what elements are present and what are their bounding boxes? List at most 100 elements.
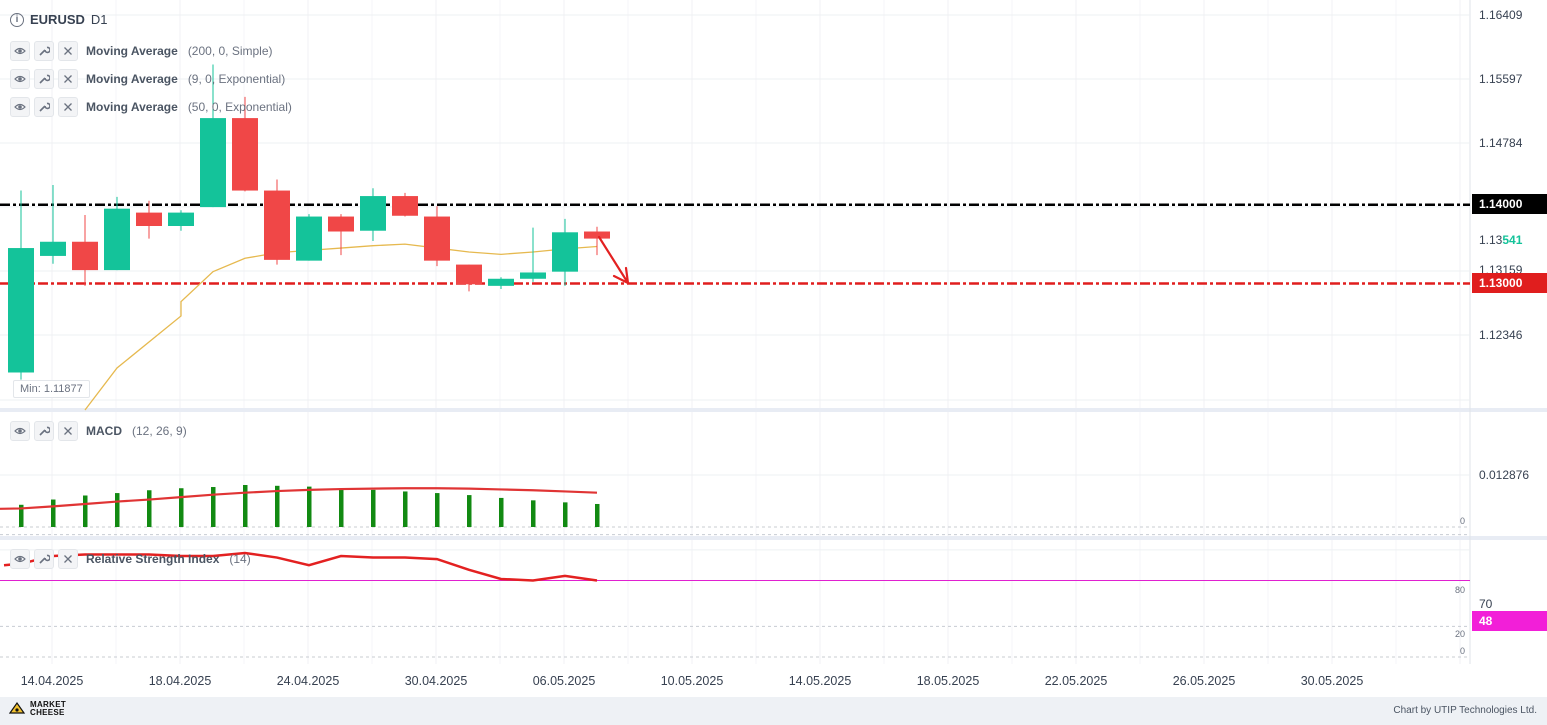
indicator-legend-ma-200: Moving Average (200, 0, Simple) [10, 41, 273, 61]
rsi-tick-80: 80 [1455, 585, 1466, 595]
level-high-badge: 1.14000 [1472, 194, 1547, 214]
indicator-legend-ma-9: Moving Average (9, 0, Exponential) [10, 69, 285, 89]
rsi-current-badge: 48 [1472, 611, 1547, 631]
candle-body [136, 212, 162, 226]
date-tick: 24.04.2025 [276, 674, 340, 688]
close-icon[interactable] [58, 69, 78, 89]
date-tick: 06.05.2025 [532, 674, 596, 688]
price-tick: 1.12346 [1479, 328, 1523, 342]
wrench-icon[interactable] [34, 549, 54, 569]
chart-credit[interactable]: Chart by UTIP Technologies Ltd. [1393, 705, 1537, 716]
date-tick: 22.05.2025 [1044, 674, 1108, 688]
logo-line2: CHEESE [30, 708, 65, 717]
macd-bar [531, 500, 536, 527]
close-icon[interactable] [58, 421, 78, 441]
date-tick: 30.05.2025 [1300, 674, 1364, 688]
candle-body [8, 248, 34, 373]
brand-logo[interactable]: MARKET CHEESE [8, 700, 66, 718]
indicator-name: MACD [86, 424, 122, 438]
indicator-legend-ma-50: Moving Average (50, 0, Exponential) [10, 97, 292, 117]
close-icon[interactable] [58, 97, 78, 117]
candle-body [200, 118, 226, 208]
footer-bar [0, 697, 1547, 725]
macd-bar [467, 495, 472, 527]
date-tick: 18.05.2025 [916, 674, 980, 688]
date-tick: 14.04.2025 [20, 674, 84, 688]
macd-bar [211, 487, 216, 527]
candle-body [392, 196, 418, 216]
wrench-icon[interactable] [34, 421, 54, 441]
candle-body [488, 278, 514, 286]
eye-icon[interactable] [10, 97, 30, 117]
candle-body [72, 241, 98, 271]
info-icon[interactable]: i [10, 12, 24, 27]
date-tick: 30.04.2025 [404, 674, 468, 688]
current-price-suffix: 541 [1502, 233, 1523, 247]
wrench-icon[interactable] [34, 41, 54, 61]
indicator-params: (12, 26, 9) [132, 424, 187, 438]
price-tick: 1.15597 [1479, 72, 1523, 86]
wrench-icon[interactable] [34, 69, 54, 89]
macd-bar [51, 499, 56, 527]
price-tick: 1.16409 [1479, 8, 1523, 22]
macd-bar [563, 502, 568, 527]
candle-body [40, 241, 66, 256]
candle-body [264, 190, 290, 260]
macd-bar [83, 495, 88, 527]
indicator-params: (14) [229, 552, 251, 566]
date-tick: 10.05.2025 [660, 674, 724, 688]
rsi-tick-0: 0 [1460, 646, 1466, 656]
eye-icon[interactable] [10, 549, 30, 569]
eye-icon[interactable] [10, 421, 30, 441]
indicator-name: Moving Average [86, 44, 178, 58]
macd-bar [19, 504, 24, 527]
rsi-line [3, 551, 598, 582]
indicator-name: Moving Average [86, 72, 178, 86]
macd-bar [275, 485, 280, 527]
cheese-logo-icon [8, 701, 26, 714]
close-icon[interactable] [58, 41, 78, 61]
macd-zero-tick: 0 [1460, 516, 1466, 526]
indicator-name: Moving Average [86, 100, 178, 114]
close-icon[interactable] [58, 549, 78, 569]
macd-bar [499, 497, 504, 527]
wrench-icon[interactable] [34, 97, 54, 117]
level-low-badge: 1.13000 [1472, 273, 1547, 293]
candle-body [360, 196, 386, 231]
price-tick: 1.14784 [1479, 136, 1523, 150]
logo-line1: MARKET [30, 700, 67, 709]
rsi-legend: Relative Strength Index (14) [10, 549, 251, 569]
candle-body [296, 216, 322, 261]
indicator-params: (50, 0, Exponential) [187, 100, 292, 114]
date-tick: 14.05.2025 [788, 674, 852, 688]
symbol-label: EURUSD [30, 12, 85, 27]
indicator-name: Relative Strength Index [86, 552, 220, 566]
candle-body [104, 208, 130, 271]
macd-bar [147, 490, 152, 527]
macd-bar [595, 503, 600, 527]
pane-separator [0, 408, 1547, 412]
timeframe-label: D1 [90, 12, 108, 27]
macd-signal-line [0, 487, 598, 510]
forecast-arrow [597, 235, 630, 285]
pane-separator [0, 536, 1547, 540]
rsi-tick-70: 70 [1479, 597, 1493, 611]
macd-bar [307, 486, 312, 527]
eye-icon[interactable] [10, 69, 30, 89]
macd-bar [179, 488, 184, 527]
candle-body [424, 216, 450, 261]
current-price-label: 1.13541 [1479, 233, 1527, 247]
macd-tick: 0.012876 [1479, 468, 1530, 482]
eye-icon[interactable] [10, 41, 30, 61]
candle-body [520, 272, 546, 279]
candle-body [456, 264, 482, 285]
macd-bar [403, 491, 408, 527]
rsi-tick-20: 20 [1455, 629, 1466, 639]
candle-body [168, 212, 194, 226]
macd-bar [435, 493, 440, 527]
date-tick: 26.05.2025 [1172, 674, 1236, 688]
candle-body [328, 216, 354, 232]
macd-legend: MACD (12, 26, 9) [10, 421, 187, 441]
indicator-params: (9, 0, Exponential) [187, 72, 286, 86]
